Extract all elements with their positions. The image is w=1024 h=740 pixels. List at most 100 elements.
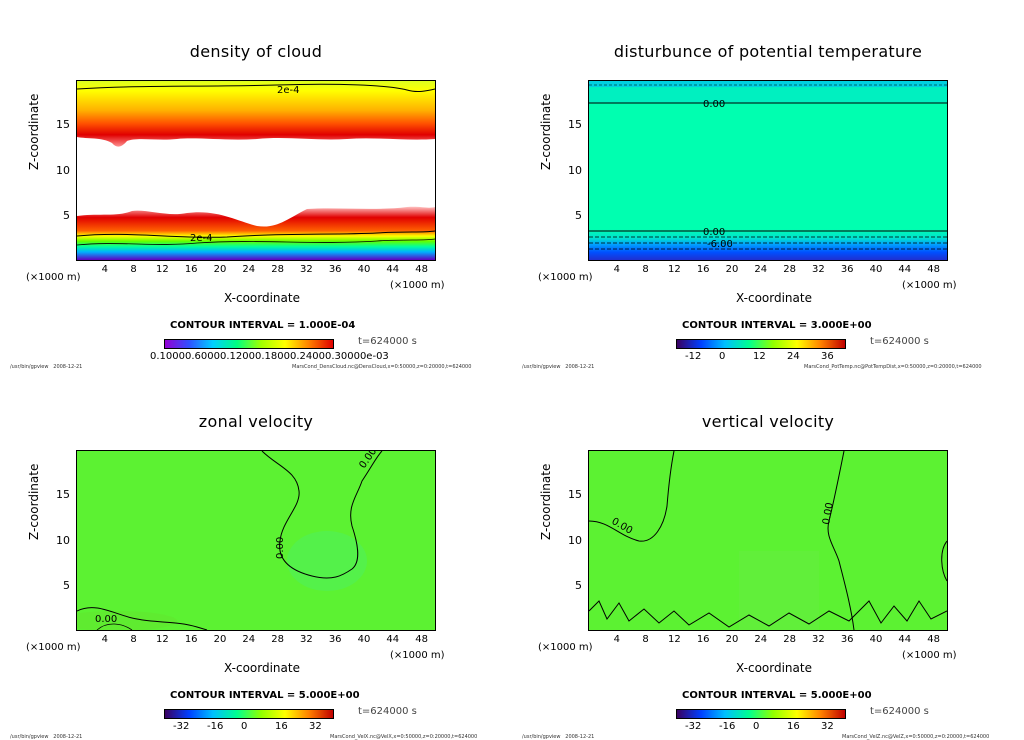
chart-title: vertical velocity [701, 412, 835, 431]
colorbar-tick-label: 16 [787, 721, 800, 732]
colorbar-labels: -32 -16 0 16 32 [662, 721, 862, 733]
colorbar-tick-label: -12 [685, 351, 702, 362]
contour-label: 0.00 [821, 502, 836, 526]
contour-label: 0.00 [703, 227, 725, 238]
footer-tool: /usr/bin/gpview 2008-12-21 [522, 364, 595, 370]
y-axis-label: Z-coordinate [27, 463, 41, 540]
contour-label: 0.00 [275, 537, 286, 559]
colorbar-tick-label: 0 [719, 351, 726, 362]
x-tick-label: 40 [869, 264, 883, 275]
x-unit-label-right: (×1000 m) [390, 280, 445, 291]
y-tick-label: 15 [568, 118, 582, 132]
x-tick-label: 36 [840, 264, 854, 275]
x-tick-label: 44 [898, 264, 912, 275]
colorbar [164, 339, 334, 349]
footer-tool: /usr/bin/gpview 2008-12-21 [522, 734, 595, 740]
x-tick-label: 28 [783, 264, 796, 275]
time-label: t=624000 s [358, 706, 417, 717]
x-tick-label: 24 [754, 264, 768, 275]
y-tick-label: 10 [568, 533, 582, 547]
x-tick-label: 8 [642, 264, 649, 275]
colorbar-tick-label: 16 [275, 721, 288, 732]
x-tick-label: 44 [386, 264, 400, 275]
plot-area: 0.00 0.00 0.00 [76, 450, 436, 631]
vertical-velocity-field: 0.00 0.00 [589, 451, 947, 630]
contour-label: 0.00 [703, 99, 725, 110]
colorbar-tick-label: 0 [241, 721, 248, 732]
footer-file: MarsCond_VelZ.nc@VelZ,x=0:50000,z=0:2000… [842, 734, 990, 740]
x-tick-label: 4 [613, 264, 620, 275]
x-tick-label: 4 [613, 634, 620, 645]
x-axis-label: X-coordinate [224, 661, 300, 675]
x-tick-label: 12 [668, 634, 681, 645]
time-label: t=624000 s [870, 706, 929, 717]
x-tick-label: 20 [725, 264, 739, 275]
contour-label: -6.00 [707, 239, 733, 250]
footer-file: MarsCond_PotTemp.nc@PotTempDist,x=0:5000… [804, 364, 982, 370]
colorbar [164, 709, 334, 719]
density-field: 2e-4 2e-4 [77, 81, 435, 260]
x-unit-label: (×1000 m) [26, 642, 81, 653]
x-tick-label: 36 [840, 634, 854, 645]
panel-potential-temperature: disturbunce of potential temperature Z-c… [512, 0, 1024, 370]
panel-vertical-velocity: vertical velocity Z-coordinate 0.00 0.00… [512, 370, 1024, 740]
colorbar-tick-label: 24 [787, 351, 800, 362]
x-tick-label: 44 [386, 634, 400, 645]
x-tick-label: 20 [213, 264, 227, 275]
colorbar-tick-label: 12 [753, 351, 766, 362]
x-tick-label: 48 [927, 264, 940, 275]
plot-area: 2e-4 2e-4 [76, 80, 436, 261]
plot-area: 0.00 0.00 [588, 450, 948, 631]
x-axis-label: X-coordinate [224, 291, 300, 305]
colorbar-tick-label: -32 [685, 721, 702, 732]
y-tick-label: 10 [56, 163, 70, 177]
contour-interval: CONTOUR INTERVAL = 3.000E+00 [682, 320, 872, 331]
colorbar-tick-label: -32 [173, 721, 190, 732]
x-tick-label: 24 [242, 264, 256, 275]
colorbar-labels: -32 -16 0 16 32 [150, 721, 350, 733]
chart-title: disturbunce of potential temperature [613, 42, 923, 61]
x-tick-label: 16 [696, 264, 710, 275]
panel-zonal-velocity: zonal velocity Z-coordinate 0.00 0.00 0.… [0, 370, 512, 740]
zonal-velocity-field: 0.00 0.00 0.00 [77, 451, 435, 630]
contour-interval: CONTOUR INTERVAL = 5.000E+00 [170, 690, 360, 701]
x-tick-label: 28 [271, 264, 284, 275]
x-unit-label-right: (×1000 m) [902, 650, 957, 661]
y-tick-label: 5 [63, 578, 70, 592]
colorbar-labels: 0.10000.60000.12000.18000.24000.30000e-0… [150, 351, 389, 363]
x-tick-label: 8 [130, 264, 137, 275]
x-unit-label-right: (×1000 m) [390, 650, 445, 661]
y-tick-label: 15 [56, 118, 70, 132]
contour-label: 2e-4 [277, 85, 300, 96]
x-tick-label: 40 [357, 634, 371, 645]
y-axis-label: Z-coordinate [27, 93, 41, 170]
x-tick-label: 4 [101, 634, 108, 645]
y-tick-label: 5 [575, 578, 582, 592]
contour-label: 0.00 [95, 614, 117, 625]
potential-temperature-field: 0.00 0.00 -6.00 [589, 81, 947, 260]
footer-tool: /usr/bin/gpview 2008-12-21 [10, 364, 83, 370]
footer-file: MarsCond_DensCloud.nc@DensCloud,x=0:5000… [292, 364, 472, 370]
x-axis-label: X-coordinate [736, 291, 812, 305]
x-tick-label: 12 [156, 634, 169, 645]
colorbar-labels: -12 0 12 24 36 [662, 351, 862, 363]
x-axis-label: X-coordinate [736, 661, 812, 675]
x-tick-label: 16 [184, 634, 198, 645]
colorbar-tick-label: -16 [207, 721, 224, 732]
x-tick-label: 12 [156, 264, 169, 275]
y-tick-label: 15 [568, 488, 582, 502]
x-tick-label: 4 [101, 264, 108, 275]
x-tick-label: 28 [271, 634, 284, 645]
contour-label: 2e-4 [190, 233, 213, 244]
chart-title: density of cloud [189, 42, 323, 61]
x-tick-label: 20 [213, 634, 227, 645]
colorbar-tick-label: 36 [821, 351, 834, 362]
x-tick-label: 16 [184, 264, 198, 275]
x-tick-label: 36 [328, 634, 342, 645]
x-tick-label: 48 [927, 634, 940, 645]
y-tick-label: 10 [568, 163, 582, 177]
x-tick-label: 28 [783, 634, 796, 645]
x-tick-label: 40 [869, 634, 883, 645]
panel-density-of-cloud: density of cloud Z-coordinate [0, 0, 512, 370]
x-tick-label: 8 [130, 634, 137, 645]
